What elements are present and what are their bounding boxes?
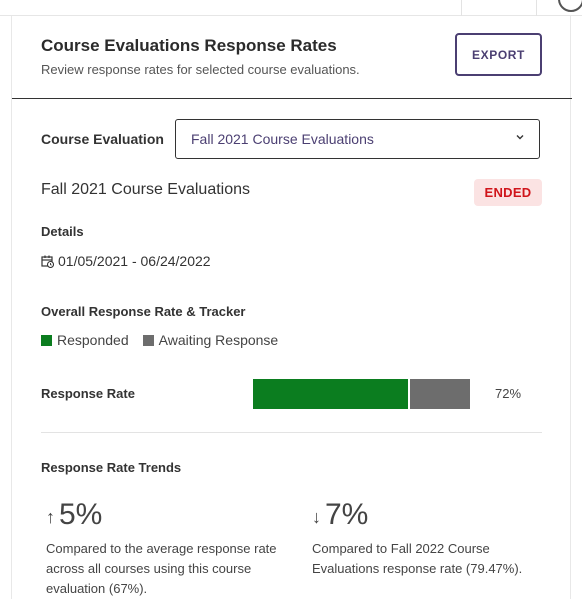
page-title: Course Evaluations Response Rates [41,36,337,55]
trend-value-row: ↓ 7% [312,500,552,530]
arrow-down-icon: ↓ [312,507,321,527]
tracker-legend: Responded Awaiting Response [41,332,292,348]
trend-card-average: ↑ 5% Compared to the average response ra… [46,500,286,599]
status-badge: ENDED [474,179,542,206]
course-evaluation-selected-value: Fall 2021 Course Evaluations [191,131,374,147]
trend-value: 7% [325,498,369,531]
trends-label: Response Rate Trends [41,460,182,475]
date-range: 01/05/2021 - 06/24/2022 [41,253,211,269]
legend-item-awaiting: Awaiting Response [142,332,279,348]
legend-swatch-awaiting [142,334,154,346]
chevron-down-icon [515,130,525,145]
overall-tracker-label: Overall Response Rate & Tracker [41,304,246,319]
calendar-clock-icon [41,255,55,268]
export-button[interactable]: EXPORT [455,33,542,76]
trend-value-row: ↑ 5% [46,500,286,530]
legend-label-awaiting: Awaiting Response [158,332,279,348]
trend-description: Compared to the average response rate ac… [46,541,277,596]
course-evaluation-label: Course Evaluation [41,131,164,147]
details-label: Details [41,224,84,239]
course-evaluation-select[interactable]: Fall 2021 Course Evaluations [175,119,540,159]
date-range-text: 01/05/2021 - 06/24/2022 [58,253,211,269]
response-rate-bar-gap [408,379,410,409]
response-rate-bar-awaiting [410,379,470,409]
legend-swatch-responded [41,334,52,346]
response-rate-bar-responded [253,379,408,409]
legend-item-responded: Responded [41,332,129,348]
response-rate-label: Response Rate [41,386,135,401]
arrow-up-icon: ↑ [46,507,55,527]
top-bar-divider [536,0,537,16]
legend-label-responded: Responded [57,332,129,348]
trend-description: Compared to Fall 2022 Course Evaluations… [312,541,523,576]
response-rate-percent: 72% [495,386,522,401]
user-avatar-icon[interactable] [558,0,582,12]
header-divider [12,98,572,99]
evaluation-name: Fall 2021 Course Evaluations [41,181,251,198]
top-bar [0,0,582,16]
trend-card-previous: ↓ 7% Compared to Fall 2022 Course Evalua… [312,500,552,579]
response-rate-bar [253,379,470,409]
response-rates-panel: Course Evaluations Response Rates Review… [11,16,572,599]
trend-value: 5% [59,498,103,531]
page-subtitle: Review response rates for selected cours… [41,62,360,77]
top-bar-divider [461,0,462,16]
section-divider [41,432,542,433]
